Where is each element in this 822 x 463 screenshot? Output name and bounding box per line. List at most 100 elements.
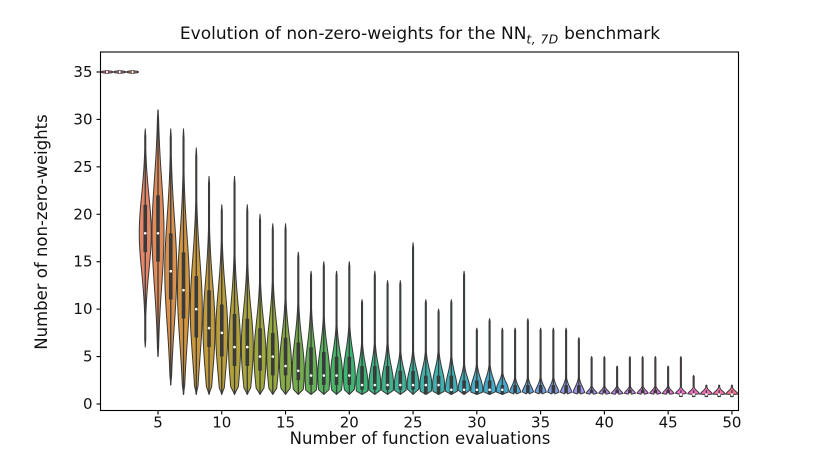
violin-26: [419, 299, 433, 396]
violin-box-43: [640, 389, 645, 395]
violin-median-dot-25: [411, 383, 415, 387]
violin-box-36: [551, 385, 556, 395]
violin-28: [444, 299, 458, 396]
violin-median-dot-21: [360, 383, 364, 387]
violin-box-14: [270, 332, 275, 376]
violin-box-34: [526, 385, 530, 395]
violin-median-dot-30: [475, 388, 479, 392]
violin-box-23: [385, 366, 390, 390]
violin-50: [725, 384, 739, 396]
violin-median-dot-34: [526, 393, 530, 396]
violin-box-17: [309, 347, 313, 386]
violin-median-dot-8: [194, 307, 198, 311]
violin-39: [585, 356, 598, 396]
x-tick-label: 15: [276, 414, 295, 432]
chart-title-suffix: benchmark: [558, 24, 661, 44]
chart-title-subscript: t, 7D: [526, 32, 559, 47]
violin-box-41: [615, 389, 619, 395]
violin-24: [393, 280, 407, 396]
violin-46: [674, 356, 687, 396]
violin-box-10: [219, 304, 224, 357]
violin-box-15: [283, 337, 288, 376]
violin-box-37: [564, 385, 568, 395]
x-tick-label: 25: [404, 414, 423, 432]
violin-box-28: [449, 375, 454, 395]
violin-median-dot-22: [373, 383, 377, 387]
violin-median-dot-42: [628, 393, 632, 396]
violin-median-dot-46: [679, 393, 683, 396]
violin-median-dot-39: [590, 393, 593, 396]
violin-box-38: [577, 385, 581, 395]
violin-box-25: [411, 370, 415, 390]
violin-median-dot-45: [666, 393, 670, 396]
violin-median-dot-33: [513, 393, 517, 396]
violin-box-7: [181, 252, 186, 319]
x-tick-label: 45: [659, 414, 678, 432]
violin-box-40: [602, 389, 607, 395]
violin-median-dot-38: [577, 393, 581, 396]
x-tick-label: 50: [722, 414, 741, 432]
violin-box-45: [666, 389, 670, 395]
violin-box-9: [207, 290, 211, 348]
violin-box-4: [143, 204, 148, 253]
violin-44: [649, 356, 662, 396]
x-axis-label: Number of function evaluations: [289, 429, 551, 448]
violin-43: [636, 356, 649, 396]
violin-median-dot-9: [207, 326, 211, 330]
violin-median-dot-41: [615, 393, 619, 396]
violin-box-44: [653, 389, 658, 395]
violin-median-dot-48: [705, 393, 708, 396]
violin-median-dot-12: [245, 345, 249, 349]
chart-title: Evolution of non-zero-weights for the NN…: [100, 24, 740, 46]
x-tick-label: 35: [531, 414, 550, 432]
y-tick-label: 35: [73, 63, 92, 81]
violin-median-dot-35: [539, 393, 542, 396]
violin-median-dot-1: [105, 70, 109, 74]
violin-box-16: [296, 342, 301, 381]
violin-median-dot-19: [335, 374, 338, 377]
violin-median-dot-23: [386, 383, 389, 387]
violin-box-21: [360, 366, 364, 390]
violin-median-dot-20: [348, 374, 351, 377]
violin-31: [483, 318, 497, 396]
violin-box-31: [487, 380, 492, 395]
violin-47: [687, 375, 701, 396]
violin-29: [457, 270, 471, 396]
violin-box-42: [628, 389, 632, 395]
violin-median-dot-6: [169, 269, 173, 273]
violin-median-dot-11: [233, 345, 236, 349]
violin-box-20: [347, 356, 352, 386]
violin-median-dot-17: [309, 374, 313, 377]
violin-median-dot-26: [424, 383, 428, 387]
violin-48: [699, 384, 713, 396]
violin-median-dot-3: [131, 70, 134, 74]
y-tick-label: 15: [73, 253, 92, 271]
x-tick-label: 40: [595, 414, 614, 432]
violin-median-dot-10: [220, 331, 224, 335]
violin-median-dot-15: [284, 364, 287, 368]
violin-box-5: [156, 195, 160, 262]
y-tick-label: 0: [83, 395, 93, 413]
violin-median-dot-37: [564, 393, 568, 396]
plot-frame: [99, 51, 740, 412]
violin-median-dot-13: [258, 355, 262, 358]
violin-box-13: [258, 328, 262, 371]
violin-median-dot-50: [730, 393, 734, 396]
violin-40: [598, 356, 611, 396]
violin-box-29: [462, 380, 466, 395]
violin-median-dot-18: [322, 374, 326, 377]
y-axis-label: Number of non-zero-weights: [32, 114, 51, 350]
violin-box-24: [398, 370, 403, 390]
violin-49: [712, 384, 726, 396]
violin-median-dot-16: [296, 369, 300, 373]
violin-box-18: [322, 351, 326, 386]
violin-box-8: [194, 275, 199, 338]
violin-median-dot-28: [450, 388, 453, 392]
violin-box-35: [538, 385, 543, 395]
violin-box-12: [245, 318, 250, 367]
violin-median-dot-32: [501, 388, 504, 392]
violin-median-dot-27: [437, 383, 440, 387]
violin-box-22: [373, 366, 377, 390]
violin-42: [623, 356, 636, 396]
